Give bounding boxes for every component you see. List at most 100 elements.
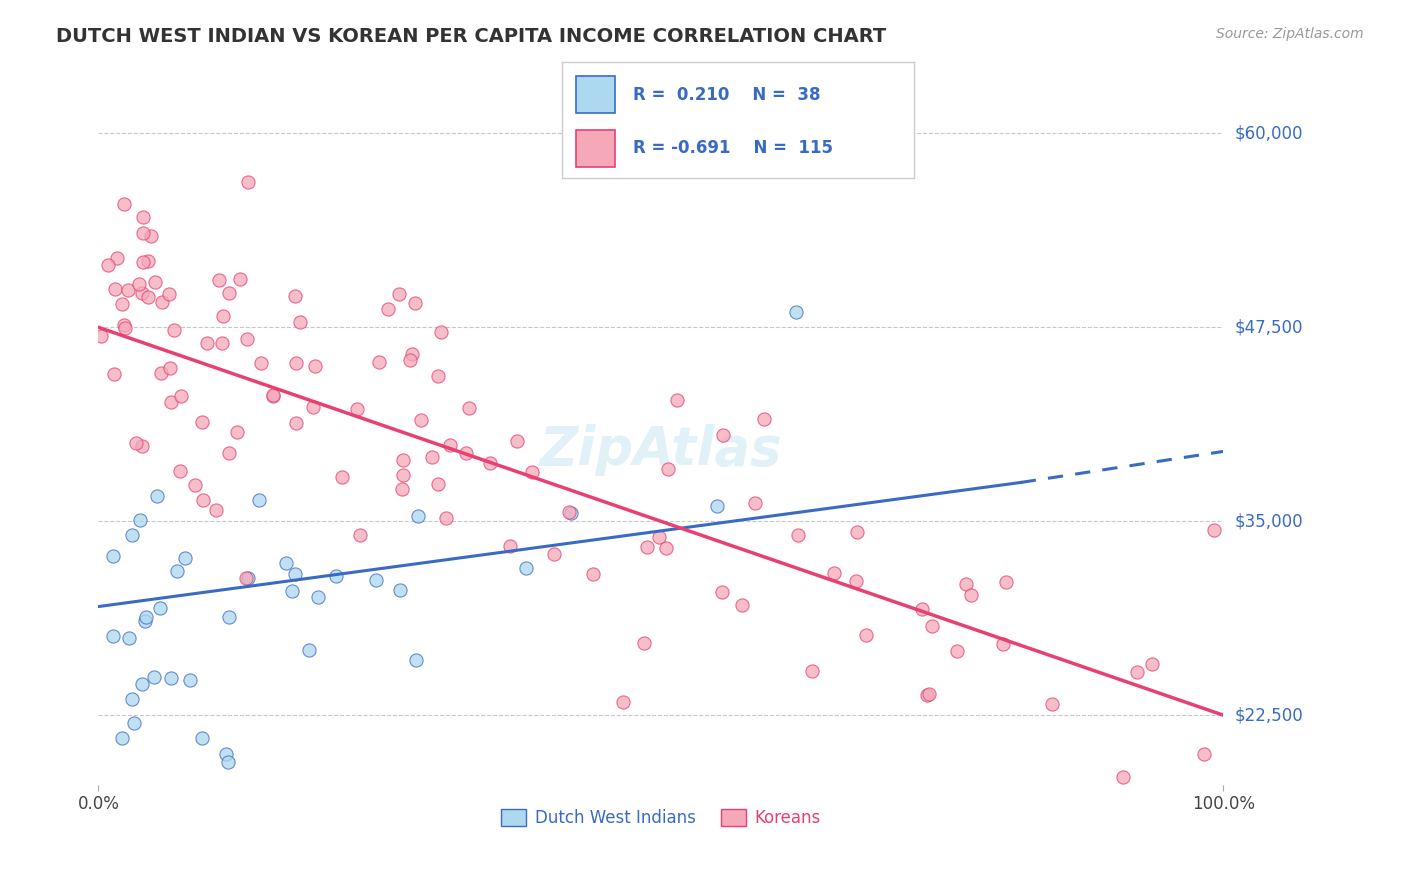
Text: R =  0.210    N =  38: R = 0.210 N = 38 (633, 86, 820, 103)
Point (911, 601, 934, 615)
Point (302, 400, 325, 414)
Legend: Dutch West Indians, Koreans: Dutch West Indians, Koreans (495, 802, 827, 834)
Point (136, 290, 159, 304)
Point (752, 412, 775, 426)
Point (744, 496, 766, 510)
Point (711, 427, 734, 442)
Point (657, 462, 679, 476)
Text: $22,500: $22,500 (1234, 706, 1303, 724)
Point (247, 492, 270, 507)
Point (229, 272, 252, 286)
Point (1142, 657, 1164, 672)
Point (846, 525, 869, 540)
Point (960, 588, 983, 602)
Point (134, 614, 156, 628)
Point (346, 402, 368, 417)
Point (409, 412, 432, 426)
Point (991, 637, 1014, 651)
Point (520, 466, 543, 480)
Text: R = -0.691    N =  115: R = -0.691 N = 115 (633, 139, 832, 157)
Point (281, 584, 304, 599)
Point (439, 438, 461, 452)
Point (434, 511, 457, 525)
Point (262, 388, 284, 402)
Point (284, 416, 307, 430)
Point (676, 824, 699, 838)
Point (157, 287, 180, 301)
Point (298, 643, 321, 657)
FancyBboxPatch shape (576, 129, 616, 167)
Point (122, 715, 145, 730)
Point (557, 505, 579, 519)
Point (104, 281, 127, 295)
Point (405, 653, 427, 667)
Point (330, 470, 353, 484)
Point (132, 211, 155, 225)
Point (131, 286, 153, 301)
Point (132, 254, 155, 268)
Point (149, 601, 172, 615)
Point (427, 369, 450, 384)
Point (111, 297, 134, 311)
Point (731, 599, 754, 613)
Point (1112, 770, 1135, 784)
Point (637, 540, 659, 554)
Point (160, 395, 183, 409)
Point (290, 314, 312, 328)
Point (218, 446, 240, 460)
Point (648, 530, 671, 544)
Point (218, 609, 240, 624)
Point (420, 450, 443, 465)
Point (105, 251, 128, 265)
Text: $47,500: $47,500 (1234, 318, 1303, 336)
Point (163, 323, 186, 337)
Point (125, 436, 148, 450)
Point (262, 389, 284, 403)
Point (458, 401, 481, 415)
Point (101, 629, 124, 643)
Point (284, 289, 307, 303)
Point (1192, 747, 1215, 761)
Point (845, 574, 868, 589)
Point (166, 565, 188, 579)
Point (208, 272, 231, 286)
Point (236, 175, 259, 189)
Point (706, 499, 728, 513)
Point (515, 561, 537, 575)
Point (132, 226, 155, 240)
Text: Source: ZipAtlas.com: Source: ZipAtlas.com (1216, 27, 1364, 41)
Point (995, 575, 1018, 590)
Point (506, 434, 529, 449)
Point (249, 356, 271, 370)
Point (392, 467, 415, 482)
Point (212, 309, 235, 323)
Point (160, 671, 183, 685)
Point (612, 695, 634, 709)
Point (389, 583, 412, 598)
Point (118, 631, 141, 645)
Point (135, 609, 157, 624)
Point (238, 571, 260, 585)
Point (915, 688, 938, 702)
Point (406, 508, 429, 523)
Point (274, 556, 297, 570)
Point (404, 295, 426, 310)
Point (225, 425, 247, 439)
Point (145, 489, 167, 503)
Point (218, 286, 240, 301)
Point (112, 318, 135, 332)
Point (121, 528, 143, 542)
Point (401, 347, 423, 361)
Point (97, 258, 120, 272)
Point (236, 332, 259, 346)
Point (121, 692, 143, 706)
Point (128, 277, 150, 291)
Point (946, 643, 969, 657)
Point (426, 477, 449, 491)
Point (304, 359, 326, 374)
Point (388, 287, 411, 301)
Point (111, 731, 134, 746)
Point (560, 507, 582, 521)
Point (191, 415, 214, 429)
Point (785, 305, 807, 319)
